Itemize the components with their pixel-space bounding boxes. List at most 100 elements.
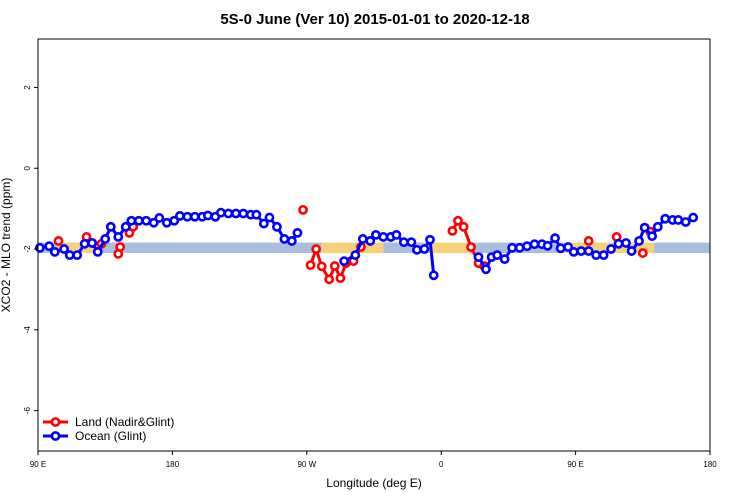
y-tick-label: -4 (23, 326, 32, 334)
ocean-data-point (370, 230, 381, 240)
ocean-data-point (621, 238, 631, 248)
ocean-data-point (44, 241, 55, 252)
ocean-data-point (542, 240, 553, 251)
land-data-point (637, 248, 648, 258)
ocean-data-point (550, 233, 560, 244)
x-tick-label: 180 (166, 460, 180, 469)
chart-title: 5S-0 June (Ver 10) 2015-01-01 to 2020-12… (220, 11, 529, 28)
ocean-data-point (292, 227, 303, 238)
band-segment-4 (383, 242, 427, 254)
ocean-data-point (419, 244, 430, 254)
ocean-data-point (406, 237, 417, 248)
ocean-data-point (87, 238, 98, 248)
plot-frame (37, 38, 711, 452)
ocean-data-point (161, 217, 172, 228)
ocean-data-point (286, 236, 297, 246)
land-data-point (324, 274, 335, 285)
ocean-data-point (626, 246, 637, 256)
legend-land-marker (50, 417, 61, 427)
ocean-data-point (133, 215, 144, 226)
y-tick-label: 0 (23, 165, 32, 170)
legend-land-label: Land (Nadir&Glint) (75, 415, 174, 429)
y-tick-label: -2 (23, 245, 32, 253)
y-axis: 2 0 -2 -4 -6 (23, 85, 38, 414)
ocean-data-point (391, 230, 402, 240)
ocean-data-point (529, 239, 540, 250)
land-data-point (316, 261, 327, 272)
land-data-point (458, 221, 469, 232)
ocean-data-point (79, 238, 90, 249)
ocean-data-point (688, 212, 699, 223)
ocean-data-point (339, 256, 350, 267)
land-data-point (447, 225, 458, 236)
ocean-data-point (34, 242, 45, 253)
ocean-data-point (647, 231, 658, 242)
x-tick-label: 90 E (567, 460, 583, 469)
land-data-point (311, 244, 322, 254)
ocean-data-point (141, 215, 152, 226)
ocean-data-point (481, 264, 491, 275)
land-data-point (305, 260, 316, 271)
ocean-data-point (223, 208, 234, 219)
ocean-data-point (238, 208, 249, 219)
ocean-data-point (189, 211, 200, 222)
ocean-data-point (398, 237, 409, 248)
land-data-point (453, 215, 463, 226)
ocean-data-point (216, 207, 226, 218)
ocean-data-point (639, 222, 650, 233)
ocean-data-point (555, 243, 566, 254)
ocean-data-point (514, 242, 525, 253)
ocean-data-point (568, 246, 579, 257)
ocean-data-point (522, 241, 532, 252)
land-data-point (583, 236, 594, 246)
ocean-data-point (251, 209, 262, 220)
x-axis-label: Longitude (deg E) (326, 476, 421, 490)
ocean-data-point (230, 208, 241, 219)
ocean-data-point (182, 211, 193, 222)
legend-ocean-label: Ocean (Glint) (75, 429, 146, 443)
legend-ocean-marker (50, 431, 61, 441)
ocean-data-point (598, 250, 609, 260)
ocean-data-point (576, 246, 587, 256)
ocean-data-point (64, 250, 75, 260)
ocean-data-point (92, 246, 103, 257)
band-segment-8 (654, 242, 710, 254)
band-segment-2 (99, 242, 322, 254)
ocean-data-point (591, 250, 602, 260)
ocean-data-point (652, 221, 663, 232)
ocean-data-point (634, 236, 644, 246)
ocean-data-point (428, 270, 439, 281)
ocean-data-point (613, 238, 624, 249)
land-data-point (329, 261, 340, 271)
band-segment-1 (56, 242, 100, 254)
ocean-data-point (174, 211, 185, 221)
ocean-data-point (100, 234, 111, 244)
ocean-data-point (425, 234, 435, 245)
ocean-data-point (357, 234, 368, 244)
ocean-data-point (365, 236, 376, 246)
band-segment-3 (321, 242, 384, 254)
ocean-data-point (606, 244, 616, 254)
land-data-point (298, 204, 308, 215)
ocean-data-point (113, 232, 124, 242)
y-tick-label: -6 (23, 407, 32, 415)
ocean-data-point (680, 217, 691, 227)
ocean-data-point (202, 210, 213, 221)
ocean-data-point (507, 242, 518, 253)
ocean-data-point (492, 250, 503, 260)
x-tick-label: 90 E (30, 460, 46, 469)
ocean-data-point (258, 218, 269, 229)
ocean-data-point (378, 232, 389, 242)
ocean-data-point (105, 221, 116, 232)
x-tick-label: 0 (439, 460, 444, 469)
ocean-data-point (120, 221, 131, 232)
ocean-series (34, 207, 699, 281)
land-data-point (113, 248, 124, 259)
ocean-data-point (412, 244, 422, 255)
land-data-point (53, 236, 64, 246)
ocean-data-point (72, 250, 83, 260)
ocean-data-point (499, 254, 510, 265)
band-segment-5 (426, 242, 472, 254)
ocean-data-point (673, 215, 684, 225)
